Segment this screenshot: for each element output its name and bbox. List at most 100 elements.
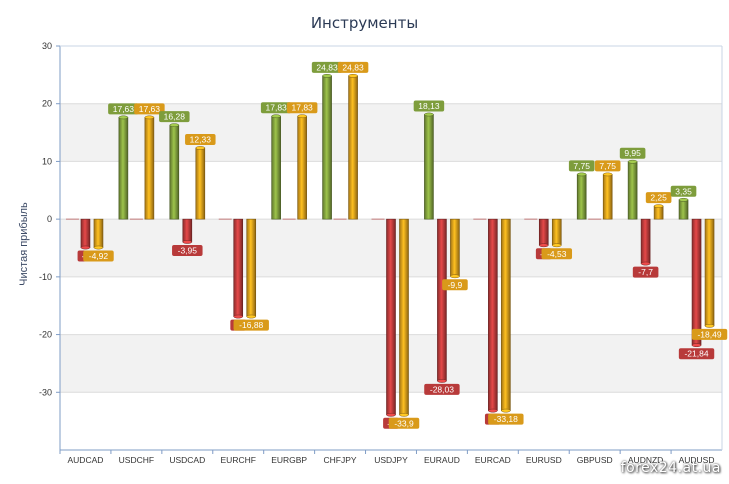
bar — [640, 218, 651, 264]
data-label: 3,35 — [675, 186, 692, 196]
x-tick-label: EURAUD — [424, 455, 460, 465]
bar-cap — [271, 114, 281, 119]
x-tick-label: USDCHF — [119, 455, 154, 465]
bar — [678, 199, 689, 220]
bar — [691, 218, 702, 346]
bar — [627, 161, 638, 220]
bar-cap — [195, 146, 206, 150]
data-label: 17,63 — [139, 104, 161, 114]
bar — [551, 218, 562, 246]
data-label: 18,13 — [418, 101, 440, 111]
bar-cap — [144, 115, 155, 120]
bar-cap — [424, 112, 434, 117]
bar — [195, 147, 206, 220]
bar-cap — [539, 243, 549, 248]
bar-cap — [552, 243, 562, 248]
bar — [297, 115, 307, 220]
bar — [386, 218, 396, 416]
data-label: 9,95 — [624, 148, 641, 158]
data-label-bg — [108, 103, 139, 115]
data-label: -9,9 — [448, 280, 463, 290]
bar — [348, 75, 358, 220]
bar-cap — [678, 197, 689, 202]
bar-cap — [602, 172, 613, 177]
data-label-bg — [413, 100, 445, 112]
bar — [233, 218, 244, 317]
bar-cap — [297, 114, 307, 119]
bar — [704, 218, 715, 327]
data-label: 24,83 — [342, 62, 364, 72]
data-label: -3,95 — [178, 245, 198, 255]
x-tick-label: EURUSD — [526, 455, 562, 465]
bar-cap — [501, 408, 511, 413]
x-tick-label: CHFJPY — [324, 455, 357, 465]
bar-cap — [704, 324, 715, 328]
x-tick-label: GBPUSD — [577, 455, 613, 465]
data-label: 24,83 — [316, 62, 338, 72]
data-label-bg — [286, 102, 318, 114]
data-label: 17,63 — [113, 104, 135, 114]
bar — [602, 174, 613, 220]
x-tick-label: AUDUSD — [679, 455, 715, 465]
bar-cap — [118, 115, 129, 120]
data-label: -16,88 — [239, 320, 263, 330]
x-tick-label: EURGBP — [271, 455, 307, 465]
bar-cap — [246, 314, 256, 319]
data-label: 2,25 — [650, 193, 667, 203]
data-label: 16,28 — [164, 112, 186, 122]
x-tick-label: EURCAD — [475, 455, 511, 465]
y-tick-label: -10 — [39, 272, 52, 282]
data-label-bg — [159, 111, 190, 123]
x-tick-label: USDCAD — [169, 455, 205, 465]
bar-cap — [653, 204, 664, 209]
data-label: 7,75 — [599, 161, 616, 171]
data-label-bg — [691, 328, 728, 340]
bar-cap — [640, 261, 651, 266]
data-label-bg — [619, 147, 646, 159]
bar — [488, 218, 498, 411]
data-label-bg — [670, 185, 697, 197]
watermark: forex24.at.ua — [620, 460, 721, 476]
data-label-bg — [134, 103, 165, 115]
chart-title: Инструменты — [310, 14, 419, 32]
data-label-bg — [260, 102, 292, 114]
bar-cap — [450, 274, 460, 279]
bar-cap — [80, 245, 91, 250]
x-tick-label: USDJPY — [374, 455, 408, 465]
data-label-bg — [311, 61, 343, 73]
bar — [653, 205, 664, 220]
bar — [437, 218, 447, 382]
bar — [271, 115, 281, 220]
data-label-bg — [442, 279, 468, 291]
bar — [93, 218, 104, 248]
bar-cap — [576, 172, 587, 177]
y-tick-label: 30 — [42, 41, 52, 51]
bar — [538, 218, 549, 246]
data-label-bg — [568, 160, 595, 172]
data-label-bg — [388, 417, 420, 429]
x-tick-label: AUDNZD — [628, 455, 663, 465]
bar-cap — [399, 412, 409, 417]
data-label-bg — [632, 266, 659, 278]
data-label: -4,53 — [547, 249, 567, 259]
data-label-bg — [678, 348, 715, 360]
data-label-bg — [337, 61, 369, 73]
bar-cap — [691, 343, 702, 348]
bar — [399, 218, 409, 416]
data-label-bg — [233, 319, 269, 331]
bar — [501, 218, 511, 411]
bar — [182, 218, 193, 243]
bar-cap — [348, 73, 358, 78]
data-label-bg — [645, 192, 672, 204]
data-label: 17,83 — [292, 103, 314, 113]
data-label-bg — [594, 160, 621, 172]
y-tick-label: -20 — [39, 330, 52, 340]
data-label: 17,83 — [266, 103, 288, 113]
data-label: -21,84 — [684, 349, 708, 359]
data-label-bg — [541, 248, 573, 260]
bar — [118, 117, 129, 220]
data-label-bg — [424, 383, 460, 395]
bar — [80, 218, 91, 248]
